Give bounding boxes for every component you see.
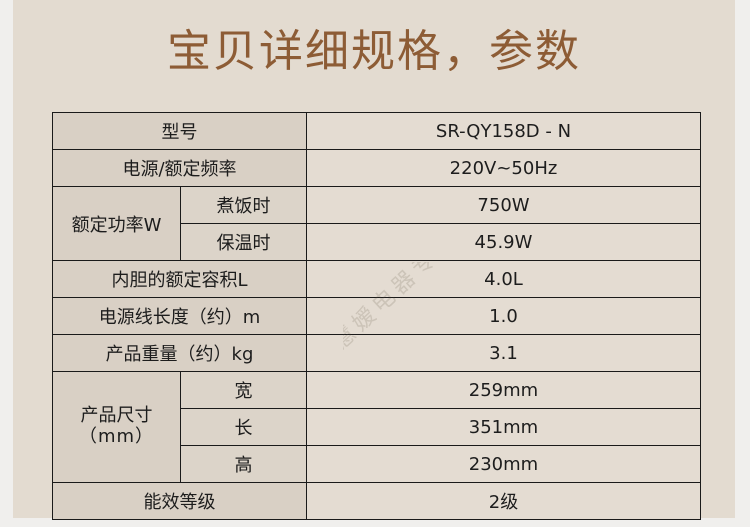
table-row: 型号 SR-QY158D - N	[52, 112, 701, 150]
table-row: 能效等级 2级	[52, 482, 701, 520]
spec-sublabel-width: 宽	[180, 371, 307, 409]
table-row: 内胆的额定容积L 4.0L	[52, 260, 701, 298]
spec-value-power-frequency: 220V~50Hz	[306, 149, 701, 187]
page-title: 宝贝详细规格，参数	[167, 26, 581, 77]
spec-label-dimensions-line2: （mm）	[78, 426, 155, 447]
spec-label-product-weight: 产品重量（约）kg	[52, 334, 307, 372]
table-row: 保温时 45.9W	[53, 223, 701, 261]
spec-value-product-weight: 3.1	[306, 334, 701, 372]
spec-label-dimensions-line1: 产品尺寸	[80, 405, 153, 427]
spec-sheet-page: 宝贝详细规格，参数 型号 SR-QY158D - N 电源/额定频率 220V~…	[13, 0, 735, 520]
spec-value-model: SR-QY158D - N	[306, 112, 701, 150]
spec-value-cooking-power: 750W	[306, 186, 701, 224]
table-row: 高 230mm	[53, 445, 701, 483]
spec-label-inner-pot-capacity: 内胆的额定容积L	[52, 260, 307, 298]
table-row: 长 351mm	[53, 408, 701, 446]
table-row: 额定功率W 煮饭时 750W	[52, 186, 701, 261]
table-row: 产品尺寸 （mm） 宽 259mm	[52, 371, 701, 483]
spec-value-keep-warm-power: 45.9W	[306, 223, 701, 261]
spec-sublabel-height: 高	[180, 445, 307, 483]
spec-sublabel-keep-warm: 保温时	[180, 223, 307, 261]
spec-value-energy-efficiency: 2级	[306, 482, 701, 520]
spec-label-power-frequency: 电源/额定频率	[52, 149, 307, 187]
spec-value-height: 230mm	[306, 445, 701, 483]
product-specifications-table: 型号 SR-QY158D - N 电源/额定频率 220V~50Hz 额定功率W…	[52, 112, 701, 520]
table-row: 电源/额定频率 220V~50Hz	[52, 149, 701, 187]
spec-sublabel-cooking: 煮饭时	[180, 186, 307, 224]
spec-label-cord-length: 电源线长度（约）m	[52, 297, 307, 335]
spec-label-model: 型号	[52, 112, 307, 150]
spec-value-width: 259mm	[306, 371, 701, 409]
spec-value-length: 351mm	[306, 408, 701, 446]
spec-value-cord-length: 1.0	[306, 297, 701, 335]
table-row: 电源线长度（约）m 1.0	[52, 297, 701, 335]
spec-label-product-dimensions: 产品尺寸 （mm）	[52, 371, 181, 483]
spec-sublabel-length: 长	[180, 408, 307, 446]
spec-label-rated-power: 额定功率W	[52, 186, 181, 261]
spec-value-inner-pot-capacity: 4.0L	[306, 260, 701, 298]
spec-label-energy-efficiency: 能效等级	[52, 482, 307, 520]
table-row: 产品重量（约）kg 3.1	[52, 334, 701, 372]
